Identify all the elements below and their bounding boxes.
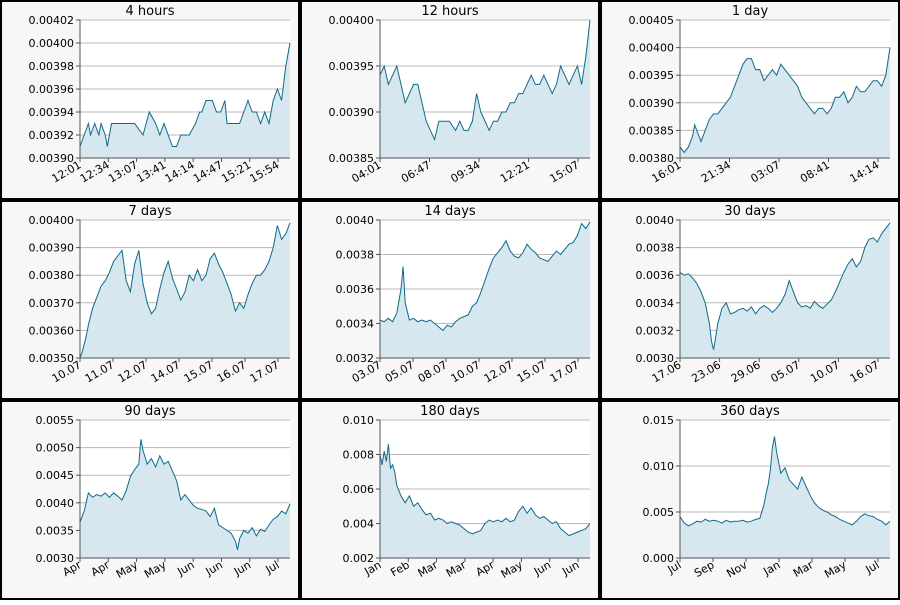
y-tick-label: 0.0038 xyxy=(636,242,675,255)
chart-panel: 30 days 0.0030 0.0032 0.0034 0.0036 0.0038 0.0… xyxy=(600,200,900,400)
chart-title: 1 day xyxy=(732,4,769,19)
y-tick-label: 0.0050 xyxy=(36,442,75,455)
chart-title: 12 hours xyxy=(421,4,478,19)
y-tick-label: 0.0036 xyxy=(336,283,375,296)
y-tick-label: 0.00390 xyxy=(329,106,375,119)
series-area xyxy=(680,47,890,158)
y-tick-label: 0.002 xyxy=(343,552,375,565)
chart-title: 14 days xyxy=(424,204,476,219)
series-line xyxy=(379,444,591,537)
y-tick-label: 0.00400 xyxy=(29,37,75,50)
y-tick-label: 0.004 xyxy=(343,518,375,531)
y-tick-label: 0.0040 xyxy=(336,214,375,227)
y-tick-label: 0.006 xyxy=(343,483,375,496)
series-line xyxy=(679,222,891,350)
chart-title: 180 days xyxy=(420,404,480,419)
panel-border xyxy=(0,200,300,400)
y-tick-label: 0.008 xyxy=(343,449,375,462)
panel-border xyxy=(300,200,600,400)
chart-panel: 14 days0.00320.00340.00360.00380.004003.… xyxy=(300,200,600,400)
series-line xyxy=(79,439,291,550)
y-tick-label: 0.00390 xyxy=(629,97,675,110)
y-tick-label: 0.00385 xyxy=(329,152,375,165)
y-tick-label: 0.015 xyxy=(643,414,675,427)
y-tick-label: 0.0045 xyxy=(36,469,75,482)
y-tick-label: 0.0040 xyxy=(636,214,675,227)
chart-title: 90 days xyxy=(124,404,176,419)
series-line xyxy=(679,436,891,527)
y-tick-label: 0.00350 xyxy=(29,352,75,365)
y-tick-label: 0.00390 xyxy=(29,242,75,255)
chart-title: 30 days xyxy=(724,204,776,219)
panel-border xyxy=(600,400,900,600)
chart-title: 360 days xyxy=(720,404,780,419)
y-tick-label: 0.00395 xyxy=(329,60,375,73)
y-tick-label: 0.00400 xyxy=(629,42,675,55)
y-tick-label: 0.000 xyxy=(643,552,675,565)
y-tick-label: 0.00398 xyxy=(29,60,75,73)
y-tick-label: 0.0032 xyxy=(336,352,375,365)
panel-border xyxy=(0,0,300,200)
y-tick-label: 0.00402 xyxy=(29,14,75,27)
series-area xyxy=(680,222,890,358)
y-tick-label: 0.00405 xyxy=(629,14,675,27)
series-area xyxy=(380,444,590,558)
series-area xyxy=(80,43,290,158)
y-tick-label: 0.0032 xyxy=(636,324,675,337)
chart-panel: 7 days 0.00350 0.00360 0.00370 0.00380 0.0039… xyxy=(0,200,300,400)
series-area xyxy=(380,20,590,158)
y-tick-label: 0.00385 xyxy=(629,124,675,137)
y-tick-label: 0.00400 xyxy=(29,214,75,227)
y-tick-label: 0.00392 xyxy=(29,129,75,142)
series-line xyxy=(679,47,891,154)
chart-panel: 12 hours0.003850.003900.003950.0040004:0… xyxy=(300,0,600,200)
y-tick-label: 0.0030 xyxy=(36,552,75,565)
series-line xyxy=(379,19,591,142)
panel-border xyxy=(600,200,900,400)
y-tick-label: 0.0036 xyxy=(636,269,675,282)
series-area xyxy=(80,439,290,558)
y-tick-label: 0.00380 xyxy=(29,269,75,282)
y-tick-label: 0.00360 xyxy=(29,324,75,337)
chart-panel: 4 hours 0.00390 0.00392 0.00394 0.00396 0.003… xyxy=(0,0,300,200)
series-line xyxy=(379,221,591,332)
y-tick-label: 0.005 xyxy=(643,506,675,519)
x-tick-label: Jul xyxy=(263,558,282,576)
series-area xyxy=(80,222,290,358)
panel-border xyxy=(600,0,900,200)
series-area xyxy=(680,436,890,558)
y-tick-label: 0.00396 xyxy=(29,83,75,96)
y-tick-label: 0.0034 xyxy=(636,297,675,310)
chart-panel: 90 days 0.0030 0.0035 0.0040 0.0045 0.0050 0.0… xyxy=(0,400,300,600)
y-tick-label: 0.010 xyxy=(643,460,675,473)
y-tick-label: 0.0055 xyxy=(36,414,75,427)
x-tick-label: Jul xyxy=(863,558,882,576)
y-tick-label: 0.0034 xyxy=(336,318,375,331)
y-tick-label: 0.00370 xyxy=(29,297,75,310)
y-tick-label: 0.010 xyxy=(343,414,375,427)
chart-title: 4 hours xyxy=(126,4,175,19)
y-tick-label: 0.0038 xyxy=(336,249,375,262)
chart-panel: 1 day 0.00380 0.00385 0.00390 0.00395 0.00400… xyxy=(600,0,900,200)
y-tick-label: 0.0035 xyxy=(36,524,75,537)
y-tick-label: 0.00390 xyxy=(29,152,75,165)
y-tick-label: 0.00395 xyxy=(629,69,675,82)
y-tick-label: 0.00394 xyxy=(29,106,75,119)
y-tick-label: 0.00400 xyxy=(329,14,375,27)
y-tick-label: 0.00380 xyxy=(629,152,675,165)
x-tick-label: Jul xyxy=(665,558,684,576)
series-line xyxy=(79,222,291,359)
y-tick-label: 0.0030 xyxy=(636,352,675,365)
y-tick-label: 0.0040 xyxy=(36,497,75,510)
chart-title: 7 days xyxy=(128,204,171,219)
panel-border xyxy=(300,0,600,200)
series-line xyxy=(79,42,291,147)
panel-border xyxy=(0,400,300,600)
panel-border xyxy=(300,400,600,600)
